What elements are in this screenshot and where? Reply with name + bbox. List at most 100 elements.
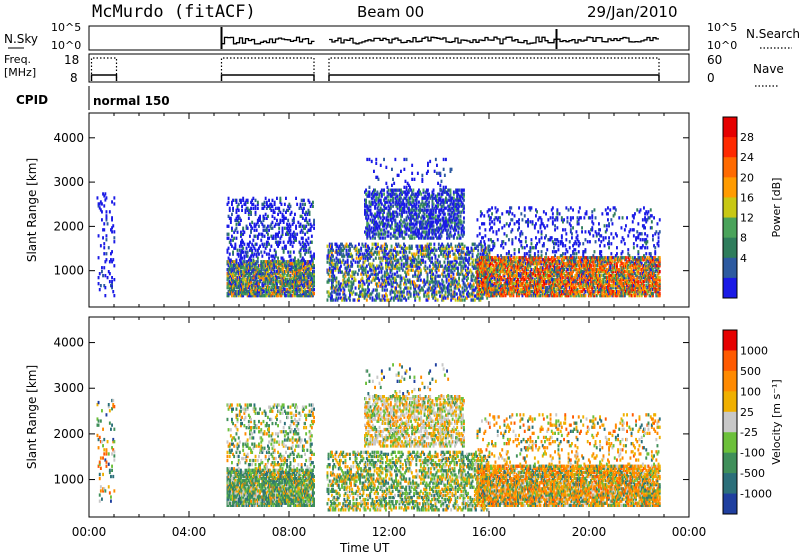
range-cell [369,212,372,216]
range-cell [384,230,387,234]
range-cell [522,260,525,264]
range-cell [394,248,396,252]
range-cell [265,288,268,292]
range-cell [448,208,451,212]
range-cell [456,222,459,226]
range-cell [494,276,497,280]
range-cell [486,290,489,294]
range-cell [262,228,265,232]
range-cell [376,210,379,214]
range-cell [400,188,402,192]
range-cell [517,274,519,278]
range-cell [359,290,361,294]
range-cell [286,222,288,226]
range-cell [440,226,443,230]
range-cell [470,274,473,278]
range-cell [361,288,364,292]
range-cell [441,230,444,234]
range-cell [287,268,290,272]
range-cell [260,232,263,236]
range-cell [414,218,417,222]
range-cell [394,266,396,270]
range-cell [367,284,369,288]
range-cell [326,268,329,272]
range-cell [236,266,239,270]
range-cell [244,264,247,268]
range-cell [415,202,418,206]
range-cell [426,292,429,296]
range-cell [384,232,387,236]
range-cell [259,272,261,276]
range-cell [495,256,498,260]
range-cell [249,292,251,296]
range-cell [295,288,297,292]
range-cell [527,288,529,292]
range-cell [289,264,292,268]
range-cell [462,292,465,296]
range-cell [333,276,336,280]
range-cell [437,192,439,196]
range-cell [378,252,381,256]
range-cell [307,282,310,286]
range-cell [457,270,459,274]
range-cell [410,212,412,216]
range-cell [508,256,510,260]
range-cell [280,262,283,266]
range-cell [378,208,381,212]
range-cell [439,232,442,236]
range-cell [450,224,453,228]
range-cell [439,208,442,212]
range-cell [386,234,389,238]
range-cell [238,222,241,226]
range-cell [455,284,458,288]
range-cell [273,200,276,204]
range-cell [328,242,331,246]
range-cell [433,206,436,210]
range-cell [524,256,527,260]
range-cell [433,264,436,268]
range-cell [479,284,482,288]
range-cell [105,196,108,200]
range-cell [392,276,395,280]
range-cell [280,288,283,292]
range-cell [468,270,471,274]
range-cell [373,250,376,254]
range-cell [294,238,296,242]
range-cell [303,294,305,298]
range-cell [449,196,452,200]
range-cell [505,256,508,260]
range-cell [421,248,423,252]
range-cell [363,260,366,264]
range-cell [403,250,405,254]
range-cell [103,204,106,208]
range-cell [457,244,459,248]
range-cell [273,260,276,264]
range-cell [340,264,342,268]
range-cell [415,258,418,262]
range-cell [442,280,445,284]
range-cell [499,272,501,276]
range-cell [463,206,465,210]
range-cell [454,292,457,296]
range-cell [512,292,515,296]
range-cell [235,286,238,290]
range-cell [272,280,275,284]
range-cell [423,280,426,284]
range-cell [347,278,350,282]
nsky-left-tick-bottom: 10^0 [51,39,81,52]
range-cell [271,272,274,276]
range-cell [528,262,531,266]
range-cell [467,250,469,254]
range-cell [273,224,276,228]
range-cell [392,216,394,220]
range-cell [418,288,421,292]
range-cell [362,244,365,248]
range-cell [283,216,286,220]
range-cell [409,268,412,272]
range-cell [379,298,382,302]
range-cell [447,228,450,232]
range-cell [421,254,423,258]
range-cell [385,226,388,230]
range-cell [378,256,381,260]
range-cell [243,242,246,246]
